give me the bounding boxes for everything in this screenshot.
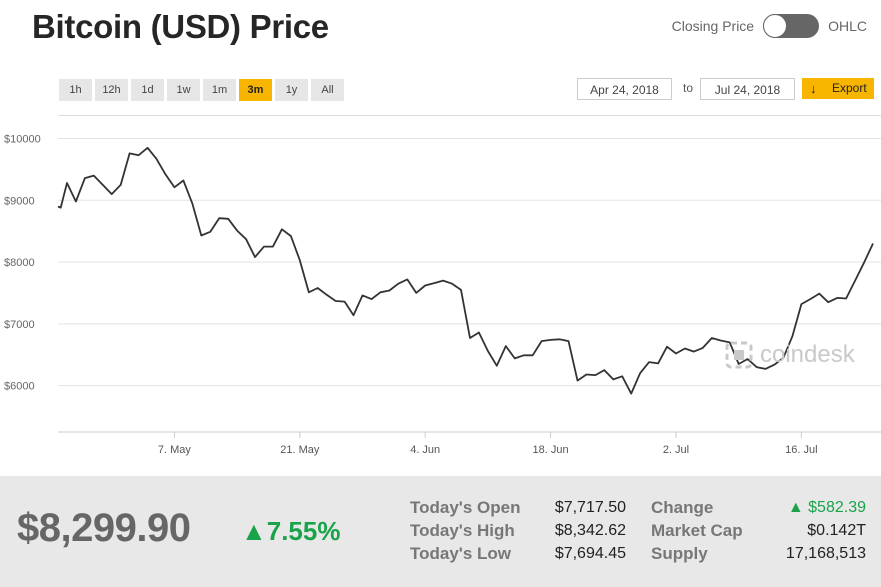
- watermark-text: coindesk: [760, 341, 855, 368]
- y-tick-label: $8000: [4, 257, 35, 269]
- closing-price-label: Closing Price: [671, 18, 755, 34]
- range-button-3m[interactable]: 3m: [239, 79, 272, 101]
- y-tick-label: $6000: [4, 381, 35, 393]
- today-high-value: $8,342.62: [554, 522, 626, 539]
- change-amount: $582.39: [808, 499, 866, 516]
- range-button-1m[interactable]: 1m: [203, 79, 236, 101]
- y-tick-label: $10000: [4, 134, 41, 146]
- y-tick-label: $9000: [4, 195, 35, 207]
- range-button-1y[interactable]: 1y: [275, 79, 308, 101]
- change-up-triangle-icon: ▲: [787, 499, 809, 516]
- toggle-knob: [763, 14, 788, 38]
- download-arrow-icon: ↓: [810, 81, 817, 96]
- range-button-12h[interactable]: 12h: [95, 79, 128, 101]
- coindesk-watermark: coindesk: [724, 340, 855, 370]
- today-low-label: Today's Low: [410, 544, 512, 563]
- x-tick-label: 16. Jul: [785, 444, 817, 456]
- today-open-value: $7,717.50: [554, 499, 626, 516]
- page-title: Bitcoin (USD) Price: [32, 8, 329, 45]
- current-price: $8,299.90: [17, 506, 191, 550]
- date-from-input[interactable]: Apr 24, 2018: [577, 78, 672, 100]
- coindesk-logo-icon: [725, 341, 753, 369]
- range-button-all[interactable]: All: [311, 79, 344, 101]
- price-mode-toggle-group: Closing Price OHLC: [672, 14, 867, 38]
- percent-change-value: 7.55%: [266, 516, 341, 546]
- price-mode-toggle[interactable]: [763, 14, 820, 38]
- x-tick-label: 21. May: [280, 444, 320, 456]
- toolbar-divider: [58, 115, 881, 116]
- range-button-1d[interactable]: 1d: [131, 79, 164, 101]
- up-triangle-icon: ▲: [241, 516, 267, 546]
- date-to-label: to: [683, 81, 694, 95]
- market-cap-value: $0.142T: [807, 522, 866, 539]
- range-button-1h[interactable]: 1h: [59, 79, 92, 101]
- stats-panel: $8,299.90 ▲7.55% Today's Open $7,717.50 …: [0, 476, 881, 587]
- supply-label: Supply: [651, 544, 708, 563]
- x-tick-label: 18. Jun: [533, 444, 569, 456]
- supply-value: 17,168,513: [785, 545, 866, 562]
- x-tick-label: 2. Jul: [663, 444, 689, 456]
- ohlc-label: OHLC: [828, 18, 867, 34]
- price-chart: $6000 $7000 $8000 $9000 $10000 7. May 21. May 4…: [4, 134, 881, 456]
- today-high-label: Today's High: [410, 521, 515, 540]
- date-to-input[interactable]: Jul 24, 2018: [700, 78, 795, 100]
- today-open-label: Today's Open: [410, 498, 521, 517]
- x-tick-label: 7. May: [158, 444, 192, 456]
- today-low-value: $7,694.45: [554, 545, 626, 562]
- change-value: ▲ $582.39: [788, 499, 866, 517]
- range-button-1w[interactable]: 1w: [167, 79, 200, 101]
- time-range-selector: 1h 12h 1d 1w 1m 3m 1y All: [59, 79, 344, 101]
- export-button[interactable]: ↓ Export: [802, 78, 874, 99]
- x-tick-label: 4. Jun: [410, 444, 440, 456]
- market-cap-label: Market Cap: [651, 521, 743, 540]
- export-label: Export: [832, 81, 867, 95]
- y-tick-label: $7000: [4, 319, 35, 331]
- change-label: Change: [651, 498, 714, 517]
- percent-change: ▲7.55%: [241, 516, 340, 547]
